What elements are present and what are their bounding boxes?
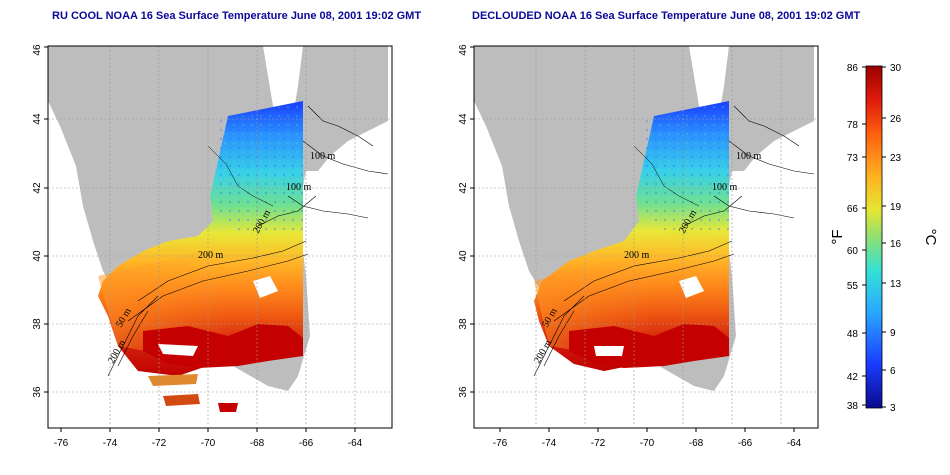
- lon-tick: -72: [591, 438, 606, 449]
- colorbar-f-tick: 86: [847, 63, 859, 74]
- sst-map-left: 100 m 100 m 200 m 200 m 50 m 200 m: [47, 45, 393, 429]
- lon-tick: -66: [299, 438, 314, 449]
- contour-label: 100 m: [736, 151, 762, 162]
- colorbar-c-tick: 26: [890, 114, 902, 125]
- colorbar-f-tick: 66: [847, 204, 859, 215]
- colorbar-f-tick: 42: [847, 372, 859, 383]
- colorbar-c-tick: 3: [890, 403, 896, 414]
- colorbar-f-unit: °F: [829, 229, 846, 244]
- colorbar: 86 78 73 66 60 55 48 42 38 30 26 23 19 1…: [829, 63, 939, 414]
- lat-tick: 46: [32, 44, 43, 56]
- sst-map-right: 100 m 100 m 200 m 200 m 50 m 200 m: [473, 45, 819, 429]
- lat-tick: 42: [458, 182, 469, 194]
- contour-label: 100 m: [310, 151, 336, 162]
- map-title-left: RU COOL NOAA 16 Sea Surface Temperature …: [52, 10, 422, 22]
- lat-tick: 36: [32, 386, 43, 398]
- axes-right: 36 38 40 42 44 46 -76 -74 -72 -70 -68 -6…: [458, 44, 802, 449]
- lat-tick: 44: [458, 113, 469, 125]
- contour-label: 200 m: [198, 250, 224, 261]
- colorbar-c-tick: 30: [890, 63, 902, 74]
- lon-tick: -70: [201, 438, 216, 449]
- lat-tick: 46: [458, 44, 469, 56]
- colorbar-f-tick: 60: [847, 246, 859, 257]
- colorbar-f-tick: 73: [847, 153, 859, 164]
- colorbar-c-unit: °C: [922, 229, 939, 246]
- colorbar-c-tick: 13: [890, 279, 902, 290]
- lat-tick: 44: [32, 113, 43, 125]
- lat-tick: 42: [32, 182, 43, 194]
- lon-tick: -74: [103, 438, 118, 449]
- lat-tick: 40: [458, 250, 469, 262]
- lon-tick: -68: [689, 438, 704, 449]
- contour-label: 100 m: [286, 182, 312, 193]
- colorbar-c-tick: 23: [890, 153, 902, 164]
- lon-tick: -72: [152, 438, 167, 449]
- lat-tick: 38: [32, 318, 43, 330]
- colorbar-f-tick: 78: [847, 120, 859, 131]
- lat-tick: 36: [458, 386, 469, 398]
- lat-tick: 38: [458, 318, 469, 330]
- colorbar-c-tick: 6: [890, 366, 896, 377]
- colorbar-f-tick: 48: [847, 329, 859, 340]
- colorbar-c-tick: 16: [890, 239, 902, 250]
- colorbar-f-tick: 38: [847, 401, 859, 412]
- contour-label: 200 m: [624, 250, 650, 261]
- contour-label: 100 m: [712, 182, 738, 193]
- map-title-right: DECLOUDED NOAA 16 Sea Surface Temperatur…: [472, 10, 861, 22]
- lon-tick: -74: [542, 438, 557, 449]
- lat-tick: 40: [32, 250, 43, 262]
- lon-tick: -64: [348, 438, 363, 449]
- lon-tick: -76: [493, 438, 508, 449]
- lon-tick: -68: [250, 438, 265, 449]
- lon-tick: -66: [738, 438, 753, 449]
- colorbar-f-tick: 55: [847, 281, 859, 292]
- lon-tick: -76: [54, 438, 69, 449]
- colorbar-c-tick: 9: [890, 328, 896, 339]
- lon-tick: -64: [787, 438, 802, 449]
- lon-tick: -70: [640, 438, 655, 449]
- colorbar-c-tick: 19: [890, 202, 902, 213]
- axes-left: 36 38 40 42 44 46 -76 -74 -72 -70 -68 -6…: [32, 44, 363, 449]
